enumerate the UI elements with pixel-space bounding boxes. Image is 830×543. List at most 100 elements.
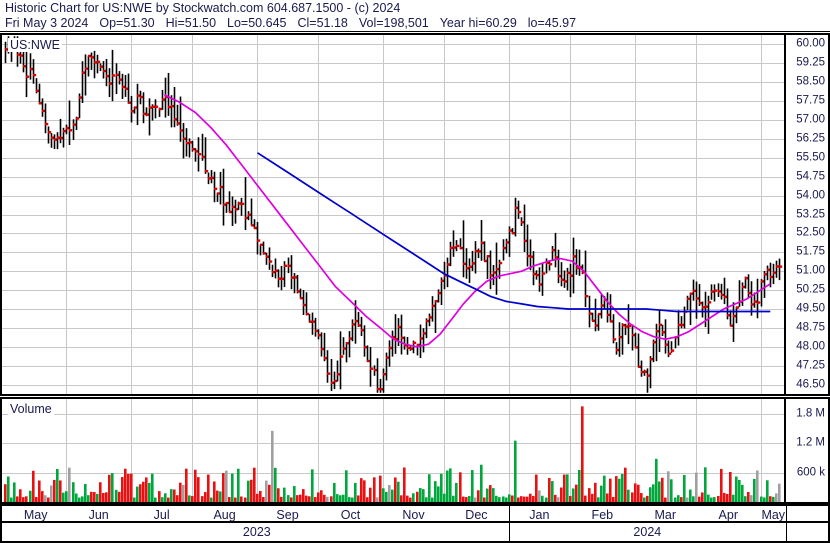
month-label: Oct — [340, 508, 361, 522]
price-tick-label: 55.50 — [796, 151, 825, 164]
ohlc-series — [4, 36, 783, 393]
gridline-horizontal — [2, 233, 786, 234]
month-label: Jan — [529, 508, 550, 522]
year-label: 2024 — [633, 525, 662, 539]
gridline-vertical — [318, 35, 319, 394]
ma-short-line — [163, 94, 771, 348]
month-label: Nov — [402, 508, 425, 522]
volume-tick-label: 600 k — [796, 466, 825, 479]
gridline-horizontal — [2, 443, 786, 444]
gridline-vertical — [509, 399, 510, 502]
price-tick-label: 51.75 — [796, 245, 825, 258]
quote-low: Lo=50.645 — [227, 16, 287, 30]
gridline-vertical — [509, 35, 510, 394]
axis-right-edge — [786, 523, 787, 541]
gridline-vertical — [444, 399, 445, 502]
gridline-horizontal — [2, 385, 786, 386]
chart-header: Historic Chart for US:NWE by Stockwatch.… — [0, 0, 830, 32]
gridline-vertical — [570, 35, 571, 394]
quote-year-low: lo=45.97 — [527, 16, 577, 30]
gridline-horizontal — [2, 215, 786, 216]
price-tick-label: 47.25 — [796, 359, 825, 372]
price-tick-label: 57.75 — [796, 94, 825, 107]
gridline-vertical — [66, 399, 67, 502]
month-label: Apr — [718, 508, 738, 522]
gridline-vertical — [192, 35, 193, 394]
gridline-vertical — [570, 399, 571, 502]
volume-panel-title: Volume — [8, 402, 54, 416]
quote-close: Cl=51.18 — [297, 16, 348, 30]
price-tick-label: 60.00 — [796, 37, 825, 50]
gridline-horizontal — [2, 366, 786, 367]
price-tick-label: 54.75 — [796, 170, 825, 183]
price-tick-label: 54.00 — [796, 189, 825, 202]
gridline-horizontal — [2, 290, 786, 291]
year-divider — [508, 523, 510, 541]
quote-volume: Vol=198,501 — [358, 16, 429, 30]
price-tick-label: 53.25 — [796, 208, 825, 220]
price-tick-label: 58.50 — [796, 75, 825, 88]
price-panel-title: US:NWE — [8, 38, 62, 52]
month-label: May — [761, 508, 786, 522]
gridline-vertical — [131, 35, 132, 394]
quote-date: Fri May 3 2024 — [5, 16, 89, 30]
gridline-horizontal — [2, 177, 786, 178]
price-tick-label: 57.00 — [796, 113, 825, 126]
price-tick-label: 50.25 — [796, 283, 825, 296]
header-quote-line: Fri May 3 2024 Op=51.30 Hi=51.50 Lo=50.645 C… — [5, 16, 587, 31]
gridline-vertical — [635, 35, 636, 394]
gridline-vertical — [383, 35, 384, 394]
gridline-vertical — [444, 35, 445, 394]
gridline-horizontal — [2, 120, 786, 121]
price-tick-label: 56.25 — [796, 132, 825, 145]
price-tick-label: 51.00 — [796, 264, 825, 277]
gridline-vertical — [257, 399, 258, 502]
month-label: Mar — [654, 508, 677, 522]
gridline-vertical — [257, 35, 258, 394]
year-label: 2023 — [242, 525, 271, 539]
gridline-horizontal — [2, 158, 786, 159]
volume-plot-area — [2, 399, 786, 502]
gridline-horizontal — [2, 82, 786, 83]
gridline-vertical — [696, 35, 697, 394]
gridline-horizontal — [2, 44, 786, 45]
ma-long-line — [257, 152, 771, 313]
price-tick-label: 49.50 — [796, 302, 825, 315]
price-tick-label: 46.50 — [796, 378, 825, 391]
gridline-vertical — [131, 399, 132, 502]
gridline-vertical — [192, 399, 193, 502]
price-panel: US:NWE 60.00 59.25 58.50 57.75 57.00 56.25 55.… — [0, 33, 830, 396]
year-axis: 2023 2024 — [0, 521, 830, 543]
header-title: Historic Chart for US:NWE by Stockwatch.… — [5, 1, 401, 15]
month-label: Dec — [465, 508, 488, 522]
price-tick-label: 48.00 — [796, 340, 825, 353]
gridline-vertical — [635, 399, 636, 502]
gridline-horizontal — [2, 252, 786, 253]
gridline-vertical — [761, 399, 762, 502]
gridline-horizontal — [2, 328, 786, 329]
gridline-horizontal — [2, 63, 786, 64]
gridline-horizontal — [2, 196, 786, 197]
month-label: Jul — [153, 508, 170, 522]
gridline-horizontal — [2, 309, 786, 310]
gridline-vertical — [66, 35, 67, 394]
volume-tick-label: 1.8 M — [796, 407, 825, 420]
volume-axis: 1.8 M 1.2 M 600 k — [784, 399, 828, 502]
month-label: Feb — [591, 508, 614, 522]
year-divider — [508, 506, 510, 524]
month-label: Jun — [88, 508, 109, 522]
price-plot-area — [2, 35, 786, 394]
quote-high: Hi=51.50 — [165, 16, 217, 30]
price-axis: 60.00 59.25 58.50 57.75 57.00 56.25 55.50 54.75… — [784, 35, 828, 394]
gridline-vertical — [318, 399, 319, 502]
ohlc-bars — [4, 36, 783, 393]
gridline-horizontal — [2, 139, 786, 140]
gridline-vertical — [383, 399, 384, 502]
volume-series — [4, 406, 781, 502]
month-label: Sep — [276, 508, 299, 522]
gridline-horizontal — [2, 473, 786, 474]
gridline-vertical — [761, 35, 762, 394]
gridline-vertical — [696, 399, 697, 502]
price-tick-label: 52.50 — [796, 226, 825, 239]
